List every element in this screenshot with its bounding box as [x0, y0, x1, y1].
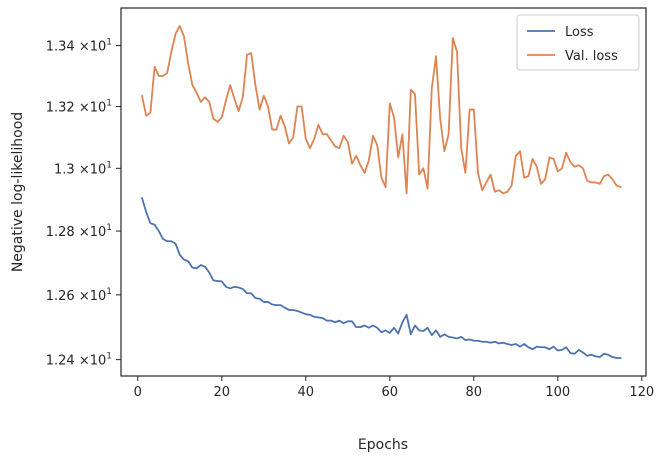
x-tick-label: 40	[298, 385, 315, 400]
y-tick-label: 1.3 ×101	[54, 160, 112, 177]
series-line-val-loss	[141, 25, 622, 195]
legend-label-loss: Loss	[565, 25, 594, 40]
y-tick-label: 1.26 ×101	[46, 287, 112, 304]
legend-label-val-loss: Val. loss	[565, 49, 618, 64]
x-tick-label: 20	[214, 385, 231, 400]
legend: Loss Val. loss	[516, 14, 640, 71]
x-tick-label: 120	[629, 385, 654, 400]
y-axis: 1.24 ×101 1.26 ×101 1.28 ×101 1.3 ×101 1.32 …	[46, 38, 121, 369]
x-axis-title: Epochs	[358, 437, 408, 453]
x-tick-label: 100	[545, 385, 570, 400]
y-tick-label: 1.32 ×101	[46, 98, 112, 115]
x-tick-label: 0	[134, 385, 142, 400]
x-tick-label: 60	[382, 385, 399, 400]
y-axis-title: Negative log-likelihood	[10, 112, 26, 272]
y-tick-label: 1.24 ×101	[46, 352, 112, 369]
y-tick-label: 1.34 ×101	[46, 38, 112, 55]
series-line-loss	[141, 197, 622, 359]
legend-box	[516, 14, 640, 71]
x-tick-label: 80	[466, 385, 483, 400]
x-axis: 0 20 40 60 80 100 120	[134, 376, 654, 400]
series-layer	[141, 25, 622, 359]
y-tick-label: 1.28 ×101	[46, 223, 112, 240]
